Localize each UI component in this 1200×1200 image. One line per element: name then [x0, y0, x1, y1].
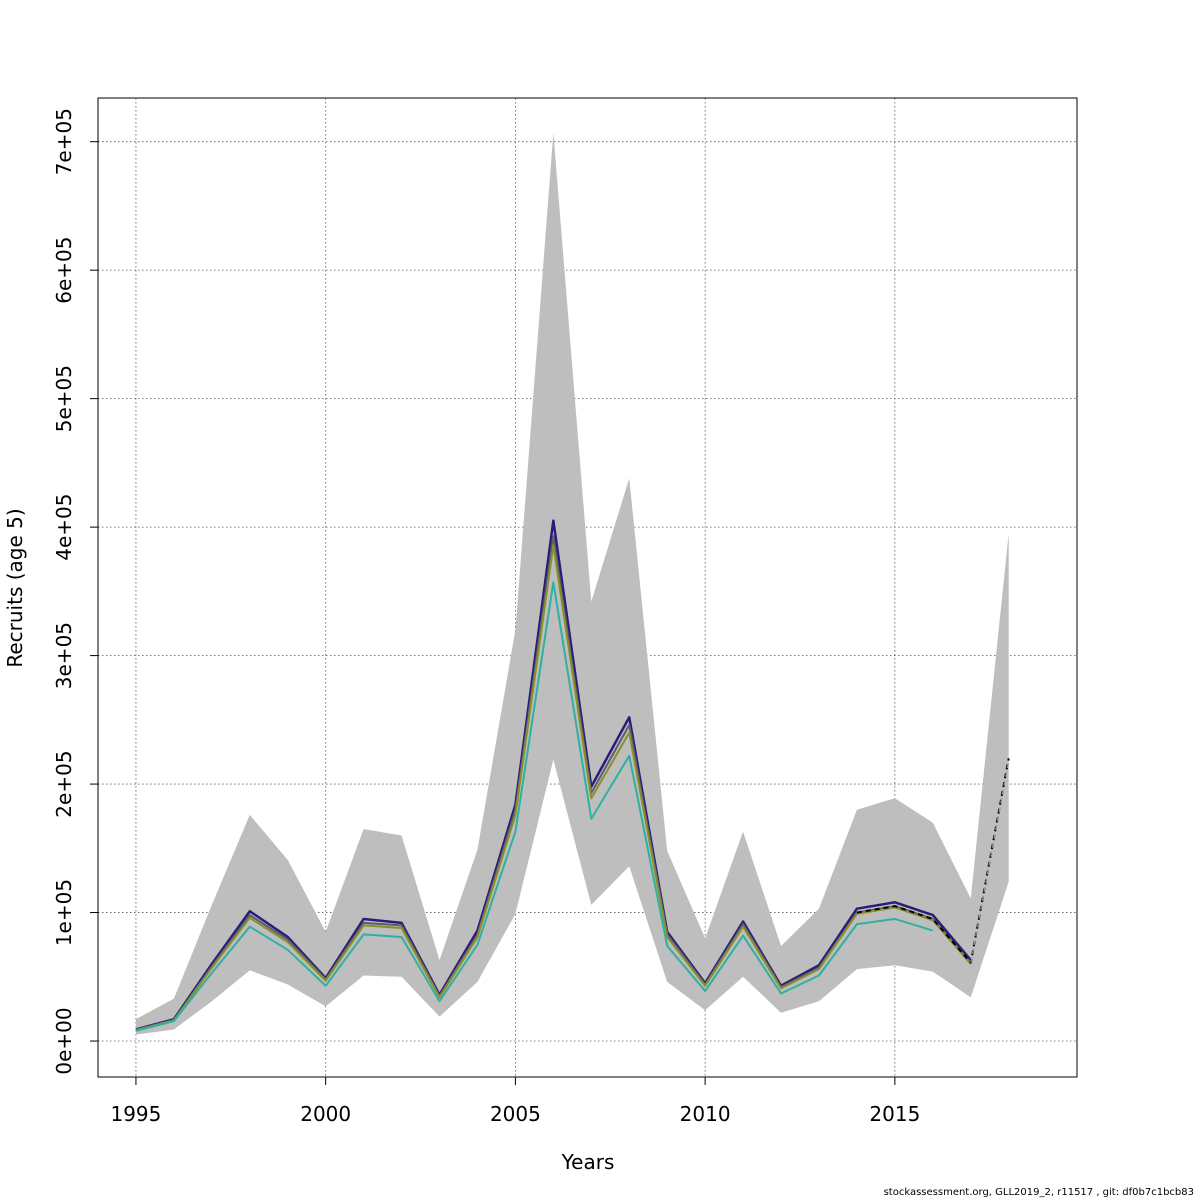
footer-credit: stockassessment.org, GLL2019_2, r11517 ,…	[883, 1187, 1194, 1198]
x-tick-label: 1995	[110, 1102, 161, 1126]
series-lines	[135, 519, 1010, 1032]
y-tick-label: 7e+05	[52, 108, 76, 175]
series-line-4	[135, 581, 934, 1032]
series-line-6	[970, 760, 1010, 963]
x-tick-label: 2000	[300, 1102, 351, 1126]
x-axis: 1995 2000 2005 2010 2015	[110, 1076, 920, 1126]
series-line-1	[135, 519, 972, 1031]
y-tick-label: 5e+05	[52, 365, 76, 432]
y-tick-label: 6e+05	[52, 237, 76, 304]
confidence-band-area	[135, 132, 1009, 1035]
series-line-3	[135, 544, 972, 1032]
x-tick-label: 2010	[680, 1102, 731, 1126]
y-axis: 0e+00 1e+05 2e+05 3e+05 4e+05 5e+05 6e+05 7e+05	[52, 108, 99, 1075]
x-tick-label: 2005	[490, 1102, 541, 1126]
y-tick-label: 1e+05	[52, 879, 76, 946]
y-tick-label: 0e+00	[52, 1007, 76, 1074]
y-tick-label: 2e+05	[52, 750, 76, 817]
y-tick-label: 3e+05	[52, 622, 76, 689]
x-tick-label: 2015	[869, 1102, 920, 1126]
confidence-band	[135, 132, 1009, 1035]
x-axis-title: Years	[561, 1150, 615, 1174]
y-tick-label: 4e+05	[52, 493, 76, 560]
y-axis-title: Recruits (age 5)	[3, 508, 27, 667]
